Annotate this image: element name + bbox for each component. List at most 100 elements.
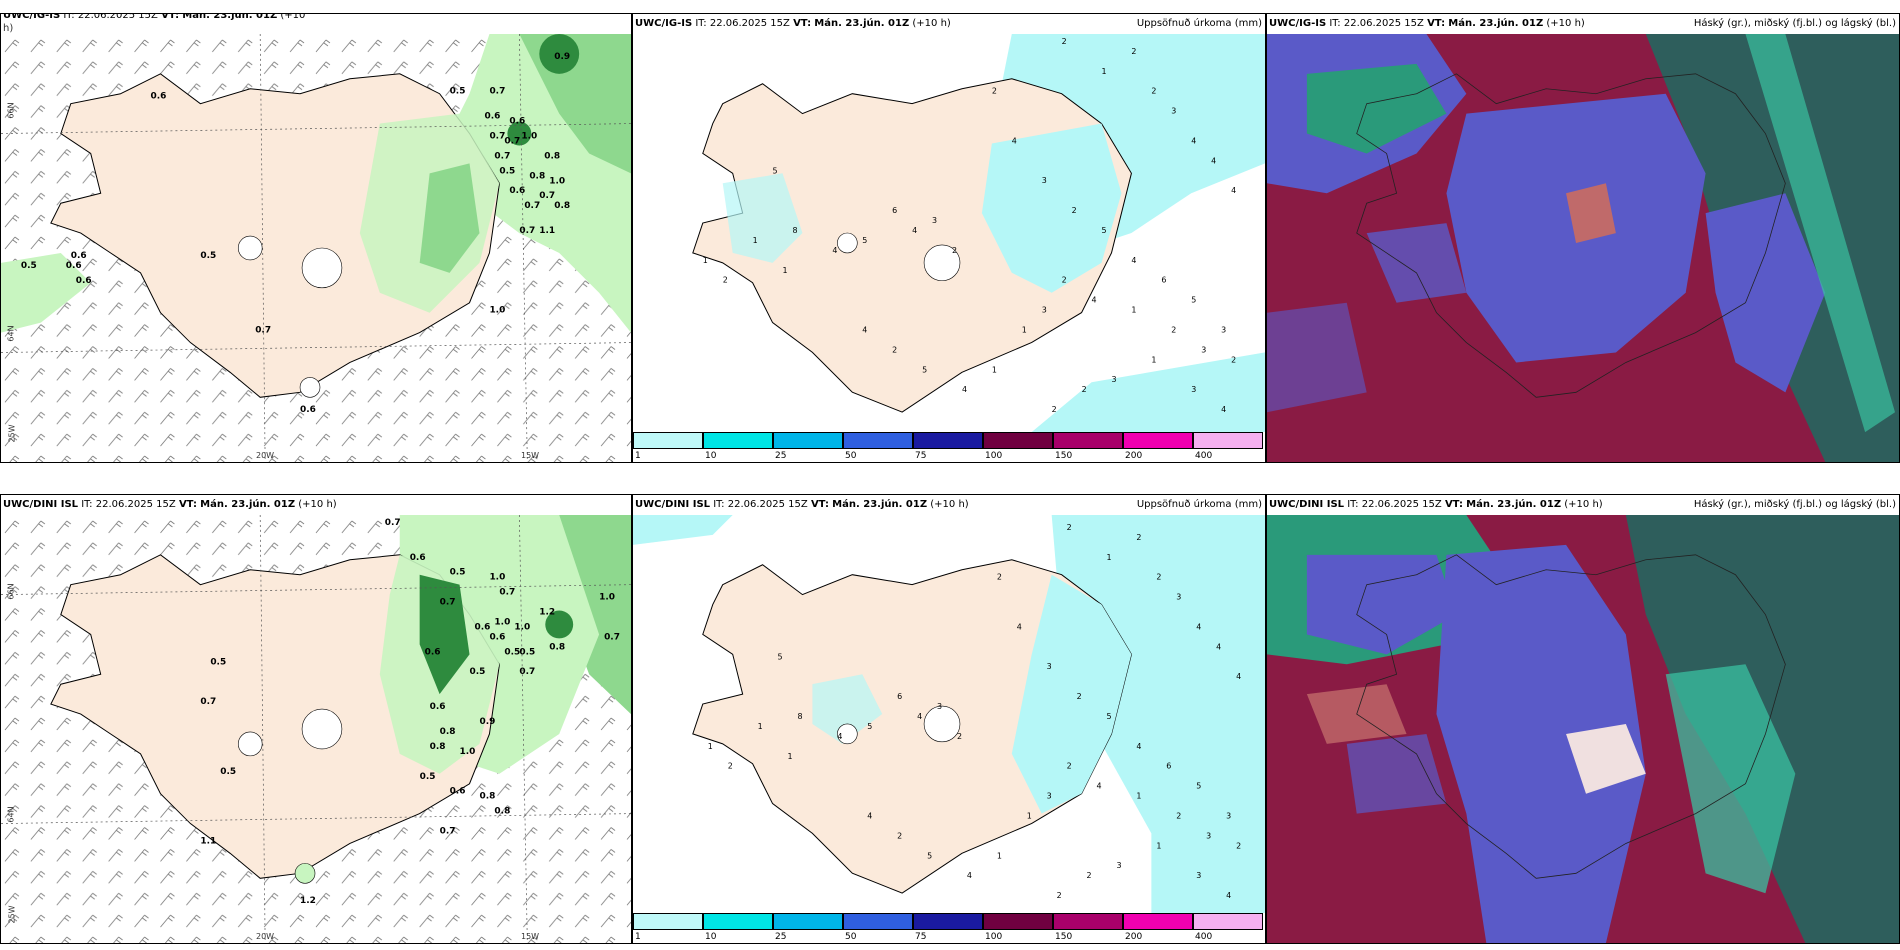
lon-label-25: 25W (7, 424, 17, 443)
value-label: 1 (1027, 811, 1032, 820)
vt-label: VT: (178, 499, 197, 510)
value-label: 1 (783, 266, 788, 275)
valid-time: Mán. 23.jún. 01Z (182, 13, 278, 21)
value-label: 0.6 (474, 622, 490, 632)
value-label: 2 (992, 87, 997, 96)
value-label: 1.2 (300, 896, 316, 906)
valid-time: Mán. 23.jún. 01Z (814, 18, 910, 29)
panel-title: Uppsöfnuð úrkoma (mm) (1136, 499, 1262, 510)
value-label: 4 (1097, 782, 1102, 791)
value-label: 4 (1012, 136, 1017, 145)
map-area: 0.9 0.5 0.7 0.6 0.6 0.7 0.7 1.0 0.7 0.8 0.5 1.0 0.6 0… (1, 34, 631, 462)
value-label: 0.7 (604, 632, 620, 642)
value-label: 3 (1116, 861, 1121, 870)
value-label: 1.0 (599, 593, 615, 603)
value-label: 1.0 (494, 617, 510, 627)
value-label: 1 (1102, 67, 1107, 76)
valid-time: Mán. 23.jún. 01Z (200, 499, 296, 510)
value-label: 2 (1077, 692, 1082, 701)
lead-time: (+10 h) (1546, 18, 1585, 29)
value-label: 3 (1042, 176, 1047, 185)
panel-title: Uppsöfnuð úrkoma (mm) (1136, 18, 1262, 29)
value-label: 4 (1136, 742, 1141, 751)
map-area (1267, 515, 1899, 943)
value-label: 0.6 (430, 702, 446, 712)
lon-label-15: 15W (521, 451, 540, 460)
value-label: 0.7 (499, 588, 515, 598)
panel-header: UWC/IG-IS IT: 22.06.2025 15Z VT: Mán. 23… (633, 14, 1265, 34)
panel-bottom-left-wind-precip: UWC/DINI ISL IT: 22.06.2025 15Z VT: Mán.… (0, 494, 632, 944)
value-label: 3 (1191, 385, 1196, 394)
value-label: 0.7 (489, 132, 505, 142)
value-label: 0.6 (410, 553, 426, 563)
value-label: 4 (1131, 256, 1136, 265)
value-label: 4 (1211, 156, 1216, 165)
precip-labels: 0.90.5 0.70.6 0.60.7 0.7 1.00.7 0.80.51.00.6 0… (21, 52, 570, 415)
vt-label: VT: (810, 499, 829, 510)
model-name: UWC/DINI ISL (3, 499, 79, 510)
value-label: 5 (1102, 226, 1107, 235)
value-label: 0.5 (420, 772, 436, 782)
panel-header: UWC/DINI ISL IT: 22.06.2025 15Z VT: Mán.… (633, 495, 1265, 515)
value-label: 1.0 (489, 306, 505, 316)
lat-label-64: 64N (6, 325, 16, 342)
value-label: 3 (937, 702, 942, 711)
value-label: 4 (832, 246, 837, 255)
value-label: 2 (1231, 355, 1236, 364)
value-label: 1 (788, 752, 793, 761)
colorbar-tick-label: 400 (1195, 932, 1213, 942)
value-label: 0.5 (220, 767, 236, 777)
lat-label-66: 66N (6, 102, 16, 119)
value-label: 4 (1092, 296, 1097, 305)
value-label: 4 (917, 712, 922, 721)
value-label: 4 (837, 732, 842, 741)
value-label: 5 (1107, 712, 1112, 721)
init-time: IT: 22.06.2025 15Z (63, 13, 158, 21)
value-label: 3 (1111, 375, 1116, 384)
colorbar: 1 10 25 50 75 100 150 200 400 (633, 913, 1265, 943)
value-label: 5 (778, 652, 783, 661)
value-label: 1.2 (539, 608, 555, 618)
lead-time: (+10 h) (912, 18, 951, 29)
value-label: 3 (1206, 831, 1211, 840)
value-label: 1.1 (539, 226, 555, 236)
value-label: 0.7 (519, 667, 535, 677)
value-label: 0.7 (255, 326, 271, 336)
wind-map-svg: 0.70.60.50.71.00.71.00.61.00.51.20.60.50… (1, 515, 631, 943)
value-label: 0.8 (440, 727, 456, 737)
value-label: 3 (1042, 306, 1047, 315)
precip-numbers: 2 1 2 2 3 4 4 4 2 4 3 2 5 4 6 5 3 2 1 3 2 2 3 4 5 8 4 5 6 4 3 2 1 1 2 1 4 2 5 4… (708, 523, 1241, 900)
colorbar-swatch (633, 432, 703, 449)
value-label: 0.7 (524, 201, 540, 211)
value-label: 1.0 (514, 622, 530, 632)
colorbar-swatch (703, 432, 773, 449)
value-label: 2 (897, 831, 902, 840)
model-name: UWC/IG-IS (3, 13, 61, 21)
value-label: 5 (1196, 782, 1201, 791)
value-label: 1.0 (460, 747, 476, 757)
value-label: 3 (1047, 662, 1052, 671)
value-label: 3 (1201, 345, 1206, 354)
value-label: 0.6 (484, 112, 500, 122)
value-label: 2 (1067, 523, 1072, 532)
model-name: UWC/IG-IS (635, 18, 693, 29)
iceland-landmass (692, 559, 1132, 894)
colorbar-swatch (1053, 913, 1123, 930)
iceland-outline (1356, 554, 1786, 879)
valid-time: Mán. 23.jún. 01Z (832, 499, 928, 510)
value-label: 2 (1236, 841, 1241, 850)
colorbar-tick-label: 200 (1125, 932, 1143, 942)
colorbar-swatch (983, 432, 1053, 449)
colorbar-swatch (1053, 432, 1123, 449)
value-label: 6 (892, 206, 897, 215)
value-label: 0.5 (450, 87, 466, 97)
value-label: 1 (992, 365, 997, 374)
value-label: 0.6 (300, 405, 316, 415)
value-label: 0.8 (554, 201, 570, 211)
value-label: 5 (773, 166, 778, 175)
value-label: 0.5 (200, 251, 216, 261)
vt-label: VT: (793, 18, 812, 29)
value-label: 2 (892, 345, 897, 354)
value-label: 3 (1221, 326, 1226, 335)
vt-label: VT: (1427, 18, 1446, 29)
